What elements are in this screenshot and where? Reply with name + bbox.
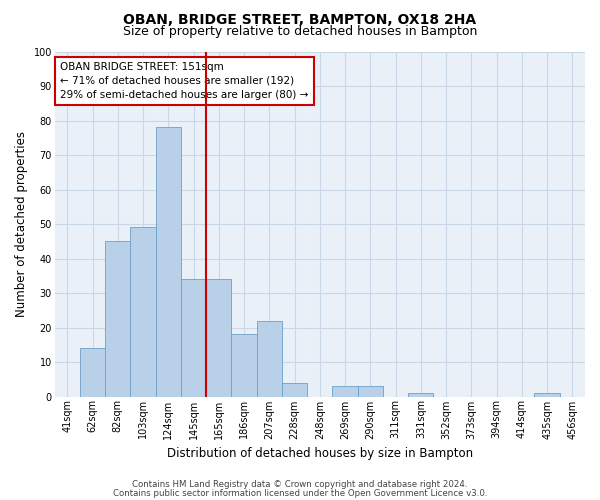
Text: Contains public sector information licensed under the Open Government Licence v3: Contains public sector information licen… (113, 488, 487, 498)
Bar (535, 393, 560, 396)
Bar (282, 382, 307, 396)
Bar (408, 393, 433, 396)
X-axis label: Distribution of detached houses by size in Bampton: Distribution of detached houses by size … (167, 447, 473, 460)
Bar (358, 386, 383, 396)
Text: Contains HM Land Registry data © Crown copyright and database right 2024.: Contains HM Land Registry data © Crown c… (132, 480, 468, 489)
Bar (257, 320, 282, 396)
Bar (232, 334, 257, 396)
Y-axis label: Number of detached properties: Number of detached properties (15, 131, 28, 317)
Bar (105, 242, 130, 396)
Text: OBAN, BRIDGE STREET, BAMPTON, OX18 2HA: OBAN, BRIDGE STREET, BAMPTON, OX18 2HA (124, 12, 476, 26)
Bar (206, 279, 232, 396)
Bar (130, 228, 156, 396)
Bar (332, 386, 358, 396)
Text: Size of property relative to detached houses in Bampton: Size of property relative to detached ho… (123, 25, 477, 38)
Bar (181, 279, 206, 396)
Bar (156, 128, 181, 396)
Bar (80, 348, 105, 397)
Text: OBAN BRIDGE STREET: 151sqm
← 71% of detached houses are smaller (192)
29% of sem: OBAN BRIDGE STREET: 151sqm ← 71% of deta… (60, 62, 308, 100)
